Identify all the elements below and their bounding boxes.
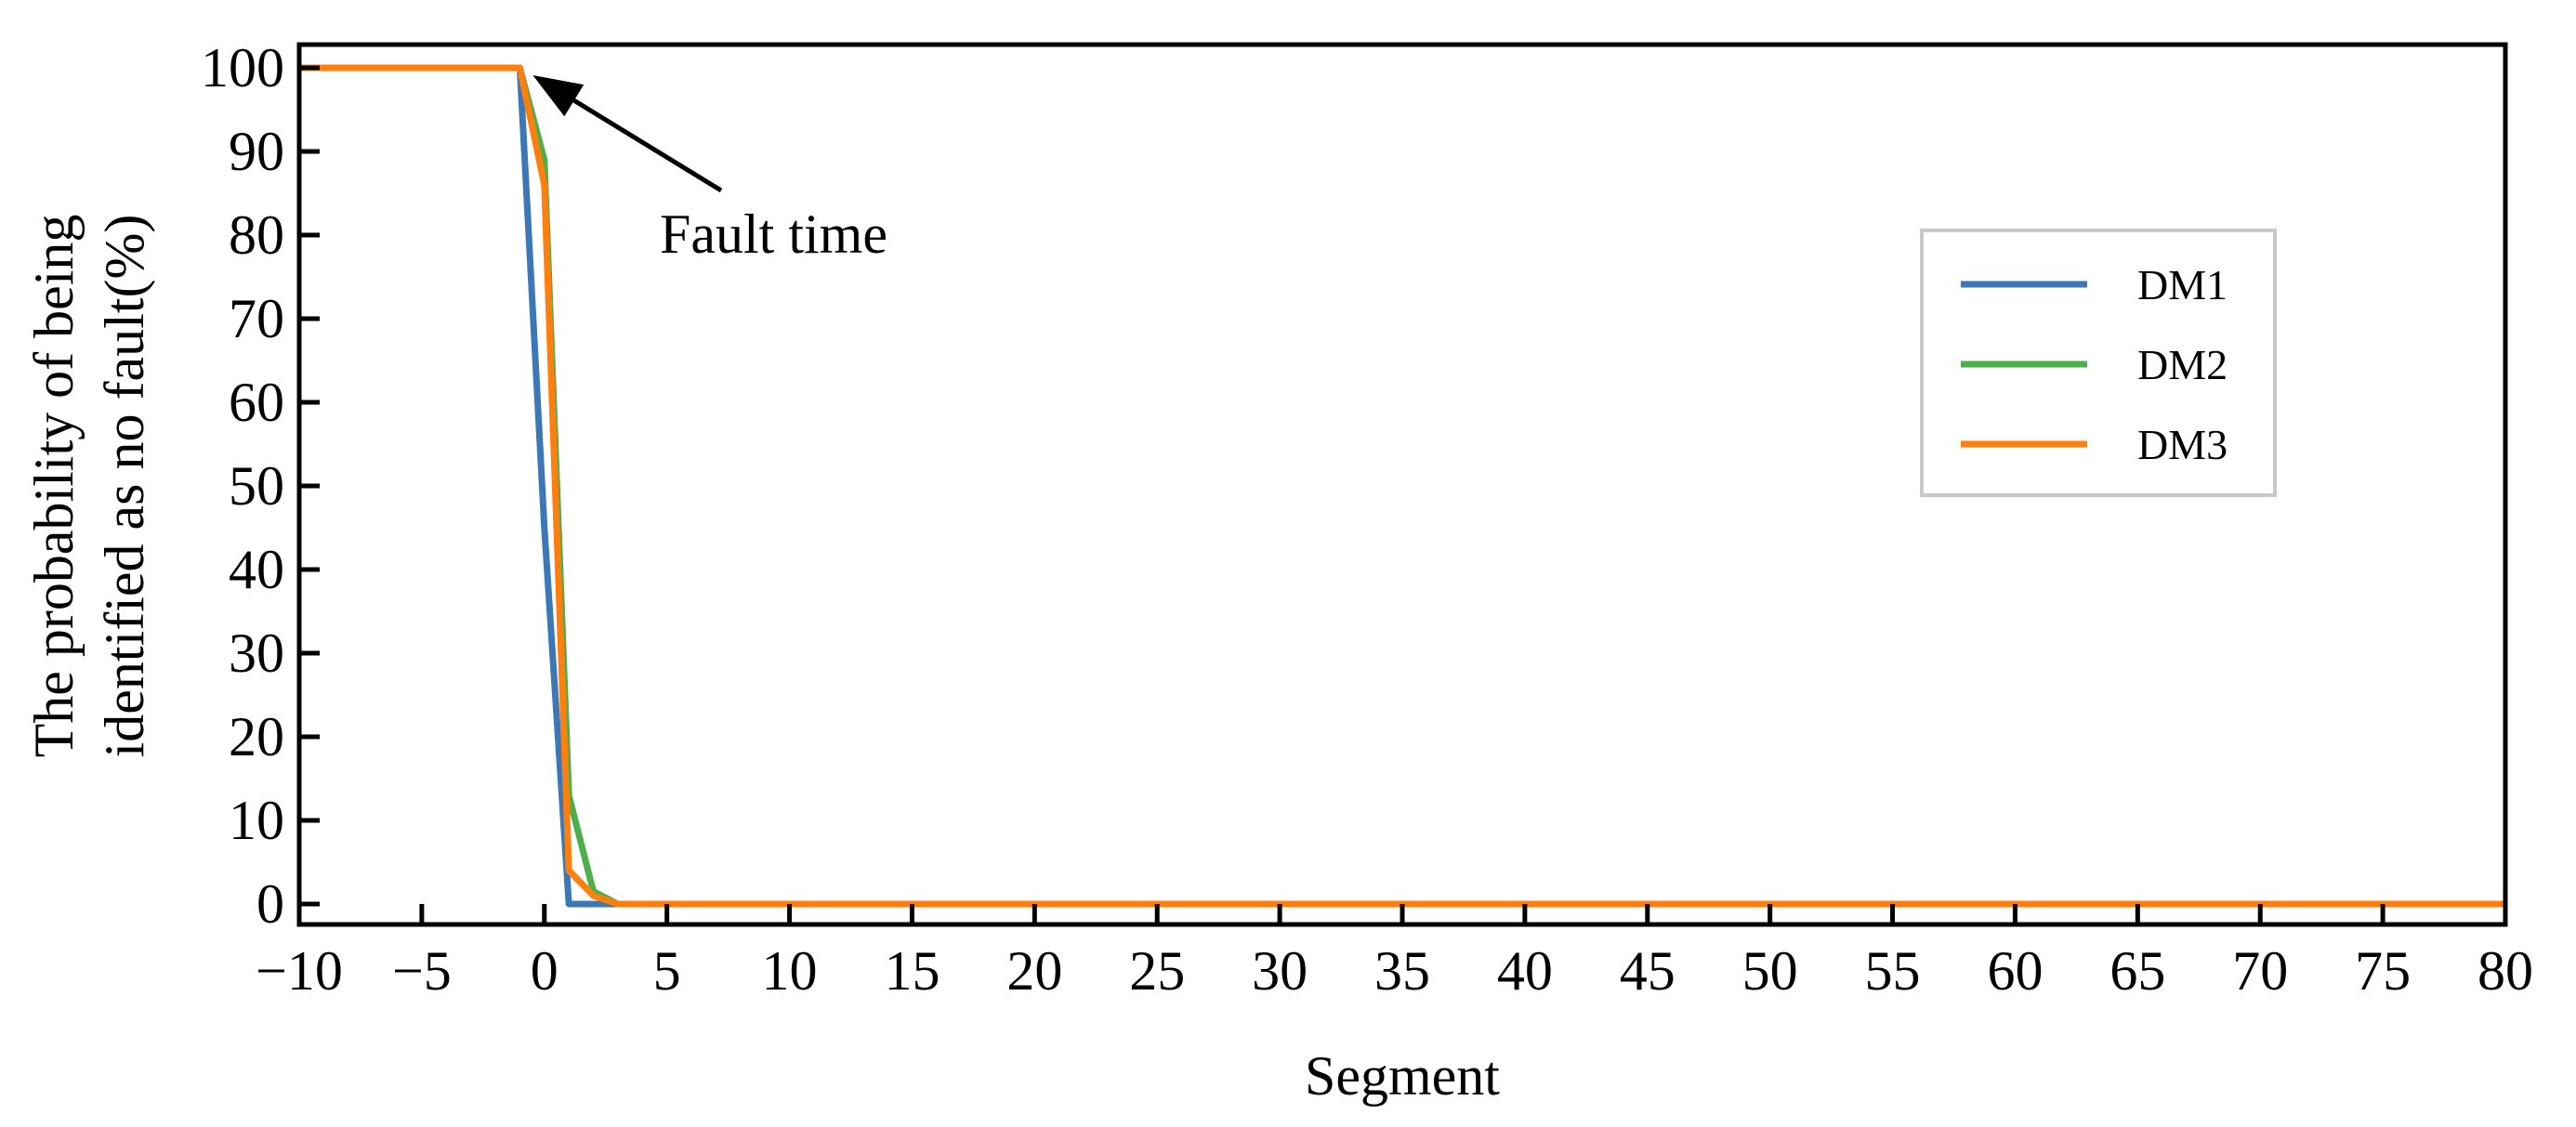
y-tick-label: 40 [229,539,284,600]
y-tick-label: 50 [229,455,284,517]
x-tick-label: 10 [762,940,818,1002]
series-line-dm3 [299,64,2505,908]
legend-entries: DM1 DM2 DM3 [1961,261,2228,468]
x-tick-label: 50 [1742,940,1798,1002]
y-tick-label: 80 [229,204,284,266]
x-tick-label: 80 [2477,940,2533,1002]
x-tick-label: 30 [1252,940,1308,1002]
y-tick-label: 0 [256,873,284,935]
x-tick-label: 35 [1374,940,1430,1002]
x-tick-label: 5 [653,940,681,1002]
y-tick-label: 60 [229,372,284,433]
x-tick-label: 60 [1987,940,2043,1002]
x-tick-label: 55 [1865,940,1921,1002]
annotation-arrow-head [532,75,585,117]
series-lines [299,64,2505,908]
x-tick-label: 15 [884,940,940,1002]
y-tick-label: 70 [229,288,284,349]
x-tick-label: 0 [531,940,559,1002]
annotation-arrow-line [572,98,723,193]
legend-label-dm2: DM2 [2137,341,2228,388]
x-tick-label: 75 [2355,940,2411,1002]
y-tick-label: 10 [229,790,284,851]
axis-ticks [296,65,2508,924]
x-tick-label: −10 [256,940,343,1002]
fault-time-annotation: Fault time [532,75,887,265]
x-tick-label: −5 [392,940,452,1002]
x-axis-title: Segment [1305,1045,1500,1107]
y-axis-title-line-2: identified as no fault(%) [94,215,155,758]
x-tick-label: 45 [1620,940,1676,1002]
y-tick-label: 20 [229,706,284,767]
y-axis-title: The probability of being identified as n… [23,215,155,758]
legend-label-dm1: DM1 [2137,261,2228,308]
axis-labels: −10 −5 0 5 10 15 20 25 30 35 40 45 50 55 60 65 70 75 80 0 10… [201,37,2533,1002]
y-axis-title-line-1: The probability of being [23,215,85,758]
y-tick-label: 90 [229,121,284,182]
x-tick-label: 40 [1497,940,1553,1002]
y-tick-label: 100 [201,37,284,98]
x-tick-label: 70 [2232,940,2288,1002]
annotation-label: Fault time [660,203,887,265]
x-tick-label: 20 [1006,940,1062,1002]
y-tick-label: 30 [229,622,284,684]
legend: DM1 DM2 DM3 [1920,229,2277,497]
x-tick-label: 65 [2109,940,2165,1002]
x-tick-label: 25 [1129,940,1185,1002]
legend-label-dm3: DM3 [2137,421,2228,468]
